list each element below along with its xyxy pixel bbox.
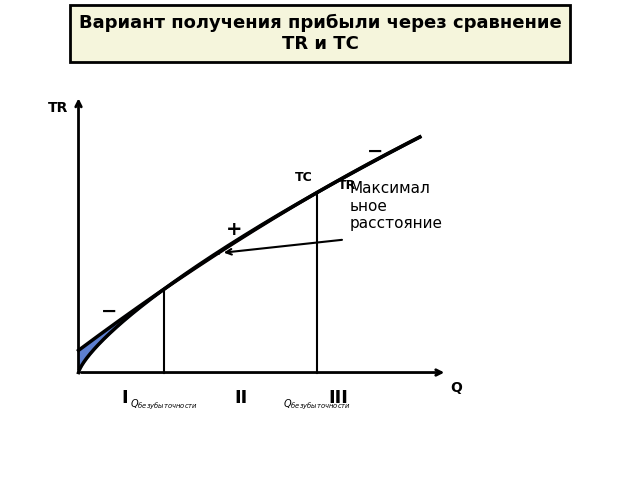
Text: Вариант получения прибыли через сравнение
TR и TC: Вариант получения прибыли через сравнени…: [79, 14, 561, 53]
Text: Q: Q: [451, 381, 463, 395]
Text: II: II: [234, 389, 247, 407]
Text: −: −: [367, 142, 383, 160]
Text: III: III: [328, 389, 348, 407]
Text: $Q_{безубыточности}$: $Q_{безубыточности}$: [284, 397, 351, 412]
Text: −: −: [101, 302, 117, 321]
Text: I: I: [121, 389, 128, 407]
Text: Максимал
ьное
расстояние: Максимал ьное расстояние: [350, 181, 443, 231]
Text: TR: TR: [338, 180, 356, 192]
Text: +: +: [225, 220, 242, 240]
Text: TR: TR: [48, 101, 68, 115]
Text: $Q_{безубыточности}$: $Q_{безубыточности}$: [130, 397, 198, 412]
Text: TC: TC: [295, 171, 313, 184]
